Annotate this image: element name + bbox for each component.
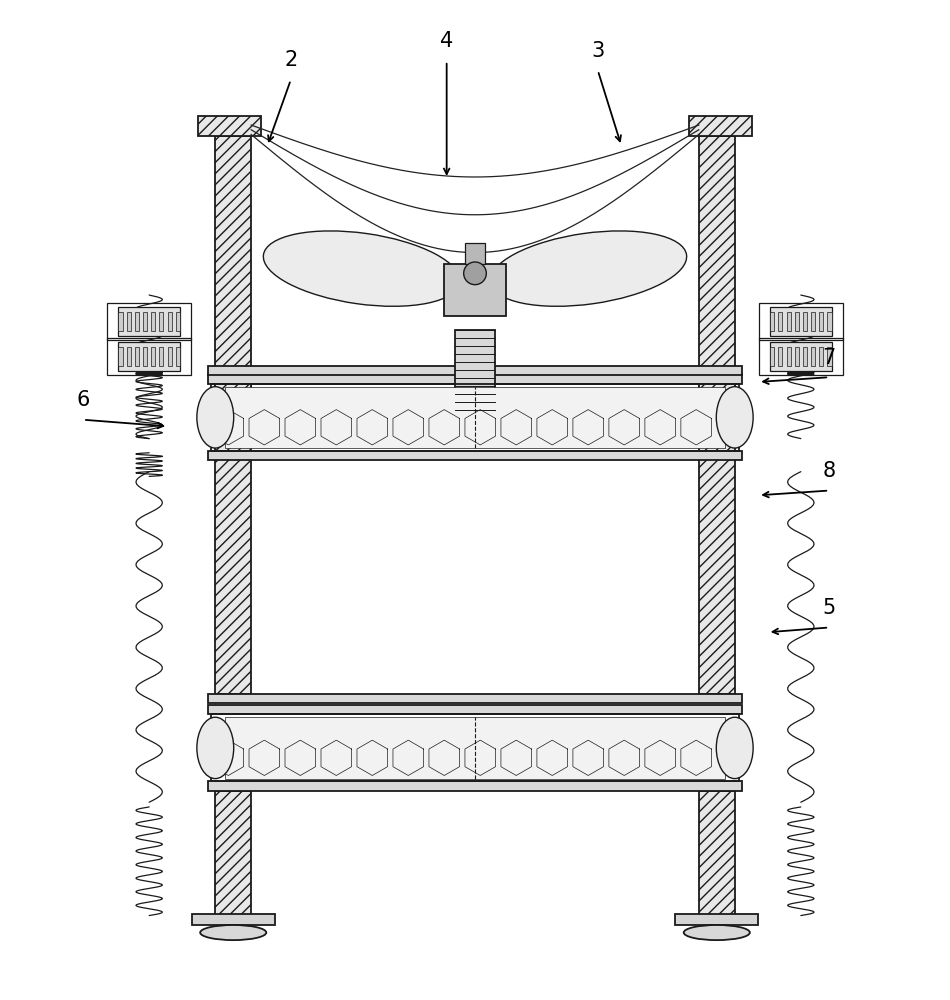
Bar (690, 116, 751, 136)
Bar (211, 714, 739, 781)
Bar (135, 347, 139, 366)
Ellipse shape (263, 231, 460, 306)
Bar (778, 312, 783, 331)
Bar (445, 264, 505, 316)
Bar (160, 312, 163, 331)
Bar (216, 791, 251, 920)
Bar (151, 312, 155, 331)
Circle shape (464, 262, 486, 285)
Text: 3: 3 (591, 41, 604, 61)
Text: 5: 5 (823, 598, 836, 618)
Ellipse shape (684, 925, 750, 940)
Bar (176, 312, 180, 331)
Bar (151, 347, 155, 366)
Bar (787, 312, 790, 331)
Bar (160, 347, 163, 366)
Ellipse shape (490, 231, 687, 306)
Bar (819, 347, 824, 366)
Ellipse shape (716, 717, 753, 779)
Ellipse shape (200, 925, 266, 940)
Bar (795, 347, 799, 366)
Bar (208, 781, 742, 791)
Bar (778, 347, 783, 366)
Text: 7: 7 (823, 348, 836, 368)
Bar (126, 347, 131, 366)
Bar (770, 307, 831, 336)
Bar (208, 694, 742, 703)
Bar (759, 338, 843, 375)
Bar (107, 303, 191, 340)
Bar (795, 312, 799, 331)
Bar (811, 347, 815, 366)
Bar (770, 347, 774, 366)
Ellipse shape (197, 717, 234, 779)
Bar (803, 347, 807, 366)
Ellipse shape (197, 387, 234, 448)
Bar (167, 312, 172, 331)
Bar (827, 312, 831, 331)
Bar (143, 347, 147, 366)
Text: 8: 8 (823, 461, 836, 481)
Ellipse shape (716, 387, 753, 448)
Bar (167, 347, 172, 366)
Bar (119, 312, 123, 331)
Bar (208, 705, 742, 714)
Bar (827, 347, 831, 366)
Bar (126, 312, 131, 331)
Bar (211, 417, 739, 429)
Bar (143, 312, 147, 331)
Bar (216, 136, 251, 429)
Bar (225, 717, 725, 779)
Text: 4: 4 (440, 31, 453, 51)
Bar (119, 347, 123, 366)
Bar (770, 342, 831, 371)
Bar (787, 347, 790, 366)
Bar (135, 312, 139, 331)
Bar (759, 303, 843, 340)
Bar (208, 374, 742, 384)
Bar (675, 914, 758, 925)
Bar (699, 136, 734, 429)
Bar (819, 312, 824, 331)
Bar (811, 312, 815, 331)
Bar (119, 307, 180, 336)
Bar (176, 347, 180, 366)
Bar (211, 384, 739, 451)
Bar (699, 375, 734, 694)
Bar (465, 243, 485, 264)
Text: 2: 2 (284, 50, 297, 70)
Bar (699, 791, 734, 920)
Bar (199, 116, 260, 136)
Bar (770, 312, 774, 331)
Text: 6: 6 (76, 390, 89, 410)
Bar (225, 387, 725, 448)
Bar (208, 366, 742, 375)
Bar (208, 451, 742, 460)
Bar (107, 338, 191, 375)
Bar (803, 312, 807, 331)
Bar (119, 342, 180, 371)
Bar (192, 914, 275, 925)
Bar (220, 410, 730, 417)
Bar (216, 375, 251, 694)
Bar (455, 330, 495, 410)
